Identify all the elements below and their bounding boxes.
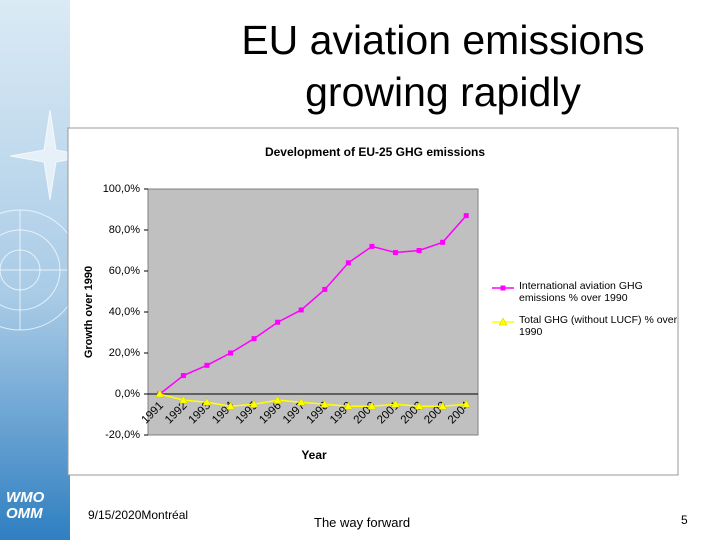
y-tick-label: 20,0% [109,347,140,359]
y-axis-label: Growth over 1990 [83,266,95,358]
legend-label: International aviation GHG emissions % o… [519,280,643,304]
marker [393,250,398,256]
slide-title: EU aviation emissions growing rapidly [241,17,645,115]
page-number: 5 [681,513,688,527]
x-axis-label: Year [301,448,327,462]
marker [498,317,508,326]
marker [461,399,471,408]
marker [275,319,281,325]
marker [345,260,351,266]
marker [273,395,283,404]
legend-swatch [492,285,514,291]
legend-swatch [492,317,514,326]
marker [296,397,306,406]
legend-item: International aviation GHG emissions % o… [488,280,678,310]
series-line [159,215,467,395]
footer: The way forward [314,515,411,530]
y-tick-label: 100,0% [103,183,141,195]
marker [202,397,212,406]
marker [298,307,304,313]
logo-text: OMM [6,505,43,522]
y-tick-label: 0,0% [115,388,140,400]
plot-area [147,188,479,436]
marker [226,401,235,410]
marker [251,336,257,342]
logo: WMO OMM [6,490,44,522]
marker [463,213,469,219]
marker [416,248,422,253]
marker [369,243,375,249]
marker [204,362,210,368]
y-tick-label: 60,0% [109,265,140,277]
y-tick-label: 40,0% [109,306,140,318]
marker [440,239,446,245]
marker [500,285,506,291]
marker [391,399,400,408]
marker [367,401,377,410]
marker [155,389,165,398]
chart-title: Development of EU-25 GHG emissions [265,145,485,159]
logo-text: WMO [6,489,45,506]
series-line [159,393,467,408]
y-tick-label: -20,0% [105,429,140,441]
marker [249,399,259,408]
marker [343,401,353,410]
marker [438,401,448,410]
marker [414,401,424,410]
legend-item: Total GHG (without LUCF) % over 1990 [488,314,678,344]
legend-label: Total GHG (without LUCF) % over 1990 [519,314,678,338]
date-place: 9/15/2020Montréal [88,508,189,522]
marker [228,350,233,356]
marker [180,373,186,379]
y-tick-label: 80,0% [109,224,140,236]
marker [320,399,330,408]
marker [178,395,188,404]
marker [322,286,328,292]
